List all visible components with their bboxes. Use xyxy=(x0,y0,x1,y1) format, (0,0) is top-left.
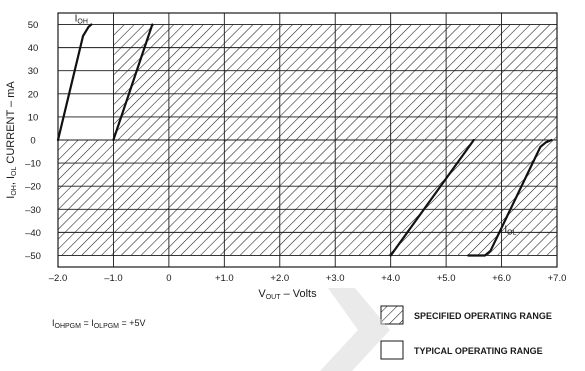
x-axis-label: VOUT – Volts xyxy=(258,288,317,301)
y-tick-label-8: –30 xyxy=(25,205,41,216)
y-axis-label: IOH, IOL CURRENT – mA xyxy=(5,81,18,199)
curve-label-iol: IOL xyxy=(504,224,516,236)
x-tick-label-7: +5.0 xyxy=(437,273,456,284)
x-tick-label-5: +3.0 xyxy=(326,273,345,284)
y-tick-label-9: –40 xyxy=(25,228,41,239)
x-tick-label-3: +1.0 xyxy=(215,273,234,284)
legend-label-blank: TYPICAL OPERATING RANGE xyxy=(414,346,543,356)
curve-ioh-0 xyxy=(56,23,93,142)
program-voltage-note: IOHPGM = IOLPGM = +5V xyxy=(52,318,146,330)
curve-label-ioh: IOH xyxy=(75,14,88,26)
legend-swatch-blank xyxy=(380,340,404,360)
axis-labels: VOUT – Volts IOH, IOL CURRENT – mA IOHPGM … xyxy=(5,81,317,330)
x-tick-label-2: 0 xyxy=(166,273,171,284)
x-tick-label-9: +7.0 xyxy=(548,273,567,284)
y-tick-label-7: –20 xyxy=(25,182,41,193)
y-tick-label-4: 10 xyxy=(28,112,39,123)
curve-iol-2 xyxy=(389,138,475,257)
y-tick-label-0: 50 xyxy=(28,20,39,31)
curves: IOH IOL xyxy=(56,14,553,257)
y-tick-label-5: 0 xyxy=(30,136,35,147)
y-tick-label-3: 20 xyxy=(28,89,39,100)
y-tick-label-10: –50 xyxy=(25,251,41,262)
tick-labels: –2.0 –1.0 0 +1.0 +2.0 +3.0 +4.0 +5.0 +6.0 +7.0 50 4… xyxy=(25,20,566,284)
x-tick-label-1: –1.0 xyxy=(104,273,123,284)
y-tick-label-6: –10 xyxy=(25,159,41,170)
specified-region-1 xyxy=(58,140,557,256)
legend-label-hatched: SPECIFIED OPERATING RANGE xyxy=(414,311,552,321)
x-tick-label-0: –2.0 xyxy=(49,273,68,284)
x-tick-label-4: +2.0 xyxy=(270,273,289,284)
y-tick-label-2: 30 xyxy=(28,66,39,77)
x-tick-label-8: +6.0 xyxy=(492,273,511,284)
x-tick-label-6: +4.0 xyxy=(381,273,400,284)
y-axis-label-group: IOH, IOL CURRENT – mA xyxy=(5,81,18,199)
y-tick-label-1: 40 xyxy=(28,43,39,54)
curve-iol-3 xyxy=(467,138,553,257)
decorative-arrow-shape xyxy=(320,288,390,371)
curve-ioh-1 xyxy=(112,23,154,142)
legend-swatch-hatched xyxy=(380,305,404,325)
legend: SPECIFIED OPERATING RANGE TYPICAL OPERATI… xyxy=(320,288,552,371)
